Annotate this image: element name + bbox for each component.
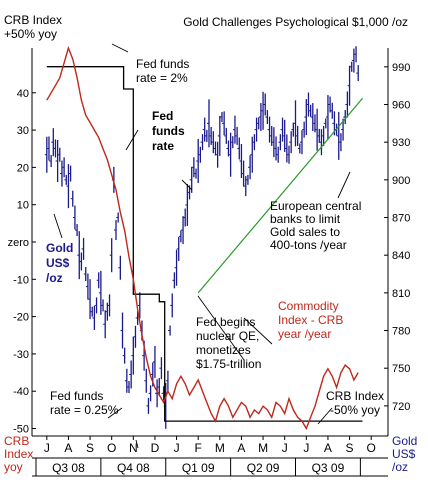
left-tick-label: zero: [8, 237, 29, 249]
annotation-crb-label: Index - CRB: [278, 313, 343, 327]
month-label: J: [282, 441, 288, 455]
right-axis-title-line: US$: [392, 447, 416, 461]
annotation-ecb-note: banks to limit: [270, 212, 341, 226]
crb-line: [46, 45, 359, 431]
chart-title: Gold Challenges Psychological $1,000 /oz: [183, 15, 408, 29]
right-tick-label: 930: [392, 137, 410, 149]
right-axis-title-line: /oz: [392, 460, 408, 474]
left-axis-title-line: yoy: [4, 460, 23, 474]
right-tick-label: 990: [392, 62, 410, 74]
left-tick-label: -50: [13, 424, 29, 436]
annotation-pointer: [197, 295, 245, 361]
left-axis-title-line: Index: [4, 447, 33, 461]
annotation-fed-qe: nuclear QE,: [196, 329, 259, 343]
left-tick-label: -40: [13, 386, 29, 398]
quarter-label: Q3 08: [52, 461, 85, 475]
quarter-label: Q3 09: [312, 461, 345, 475]
month-label: J: [44, 441, 50, 455]
month-label: J: [174, 441, 180, 455]
fed-funds-line: [46, 66, 363, 422]
annotation-fed-qe: Fed begins: [196, 315, 255, 329]
annotation-fed-funds-rate: rate: [152, 139, 174, 153]
annotation-fed-2pct: Fed funds: [136, 57, 189, 71]
left-tick-label: 10: [17, 200, 29, 212]
right-tick-label: 750: [392, 363, 410, 375]
month-label: D: [151, 441, 160, 455]
annotation-gold-label: US$: [46, 256, 70, 270]
annotation-fed-025: Fed funds: [50, 389, 103, 403]
right-tick-label: 780: [392, 326, 410, 338]
left-tick-label: -30: [13, 349, 29, 361]
annotation-pointer: [53, 213, 63, 239]
right-tick-label: 870: [392, 213, 410, 225]
annotation-gold-label: /oz: [46, 271, 63, 285]
month-label: S: [86, 441, 94, 455]
month-label: A: [64, 441, 72, 455]
crb-series: [46, 45, 359, 431]
month-label: O: [367, 441, 376, 455]
annotation-fed-funds-rate: Fed: [152, 109, 173, 123]
annotation-fed-qe: $1.75-trillion: [196, 357, 261, 371]
quarter-label: Q1 09: [182, 461, 215, 475]
annotation-pointer: [107, 407, 123, 419]
month-label: M: [215, 441, 225, 455]
quarter-label: Q4 08: [117, 461, 150, 475]
annotation-ecb-note: 400-tons /year: [270, 238, 347, 252]
annotation-fed-2pct: rate = 2%: [136, 71, 188, 85]
annotation-crb-label: year /year: [278, 327, 331, 341]
annotation-fed-025: rate = 0.25%: [50, 403, 119, 417]
annotation-crb-minus50: CRB Index: [326, 389, 384, 403]
month-label: J: [303, 441, 309, 455]
annotation-gold-label: Gold: [46, 241, 73, 255]
month-label: M: [258, 441, 268, 455]
annotation-ecb-note: Gold sales to: [270, 225, 340, 239]
left-axis-title-line: CRB: [4, 434, 29, 448]
quarter-label: Q2 09: [247, 461, 280, 475]
right-tick-label: 840: [392, 250, 410, 262]
annotation-pointer: [111, 43, 129, 53]
fed-funds-step-line: [46, 66, 363, 422]
left-tick-label: 20: [17, 162, 29, 174]
month-label: S: [346, 441, 354, 455]
annotation-crb-plus50: +50% yoy: [4, 27, 57, 41]
right-axis-title-line: Gold: [392, 434, 417, 448]
annotation-pointer: [135, 439, 139, 449]
left-tick-label: -10: [13, 274, 29, 286]
right-tick-label: 720: [392, 401, 410, 413]
annotation-pointer: [337, 171, 351, 199]
month-label: O: [107, 441, 116, 455]
right-tick-label: 810: [392, 288, 410, 300]
gold-series: [44, 46, 359, 429]
annotation-pointer: [243, 317, 273, 345]
annotation-fed-funds-rate: funds: [152, 124, 185, 138]
annotation-crb-minus50: -50% yoy: [330, 403, 380, 417]
left-axis-ticks: 40 30 20 10 zero -10 -20 -30 -40 -50: [8, 88, 36, 436]
right-tick-label: 960: [392, 100, 410, 112]
month-label: F: [195, 441, 202, 455]
x-axis-quarters: Q3 08 Q4 08 Q1 09 Q2 09 Q3 09: [32, 457, 388, 477]
right-tick-label: 900: [392, 175, 410, 187]
left-tick-label: 40: [17, 88, 29, 100]
right-axis-ticks: 990 960 930 900 870 840 810 780 750 720: [384, 62, 410, 413]
annotation-crb-plus50: CRB Index: [4, 13, 62, 27]
month-label: A: [237, 441, 245, 455]
month-label: N: [129, 441, 138, 455]
annotation-pointer: [125, 129, 139, 151]
annotation-pointer: [317, 407, 333, 425]
annotation-crb-label: Commodity: [278, 299, 339, 313]
ecb-trendline: [197, 97, 363, 294]
ecb-trend-line: [197, 97, 363, 294]
left-tick-label: -20: [13, 312, 29, 324]
annotation-fed-qe: monetizes: [196, 343, 251, 357]
annotation-ecb-note: European central: [270, 199, 361, 213]
left-tick-label: 30: [17, 125, 29, 137]
month-label: A: [324, 441, 332, 455]
annotation-pointer: [181, 179, 193, 191]
